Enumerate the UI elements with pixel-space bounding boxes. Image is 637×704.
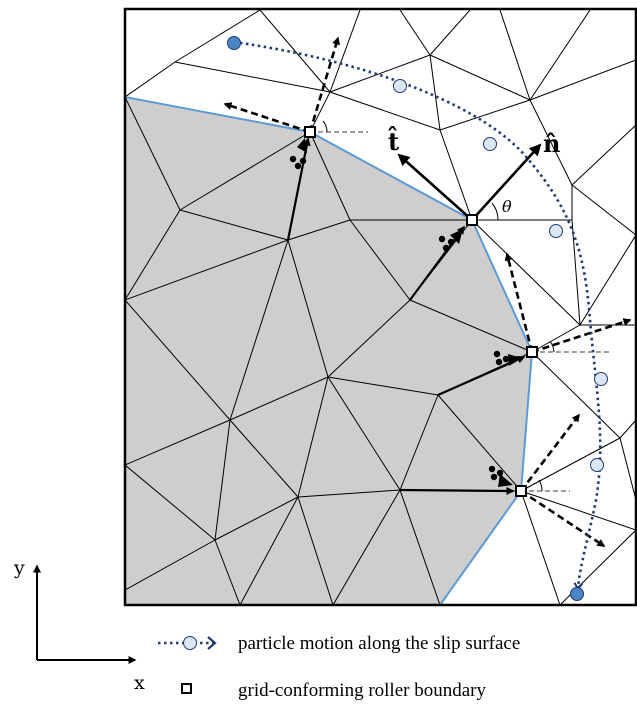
- shaded-domain: [125, 97, 532, 605]
- legend: particle motion along the slip surface g…: [158, 633, 520, 701]
- legend-roller-boundary: grid-conforming roller boundary: [238, 680, 486, 701]
- particle: [590, 458, 604, 472]
- particle: [594, 372, 608, 386]
- roller-node: [304, 126, 316, 138]
- slip-surface-boundary: [124, 96, 534, 606]
- roller-node: [526, 346, 538, 358]
- particle: [393, 79, 407, 93]
- unit-vectors: [397, 143, 542, 221]
- y-axis-label: y: [13, 557, 25, 579]
- coordinate-axes: [33, 564, 137, 664]
- angle-arcs: [322, 120, 555, 492]
- normal-label: n̂: [543, 129, 560, 158]
- roller-node: [466, 214, 478, 226]
- tangent-label: t̂: [387, 126, 399, 156]
- tangent-vector: [397, 153, 473, 221]
- normal-vector: [471, 143, 542, 221]
- particle-start: [227, 36, 241, 50]
- x-axis-label: x: [134, 672, 145, 694]
- dashed-velocity-arrows: [223, 36, 632, 548]
- legend-particle-motion: particle motion along the slip surface: [238, 633, 520, 654]
- particle-dot-markers: [289, 138, 522, 487]
- roller-nodes: [304, 126, 538, 497]
- legend-particle-swatch: [158, 636, 217, 650]
- legend-roller-swatch: [181, 683, 192, 694]
- particle-path: [233, 40, 602, 588]
- particle-end: [570, 587, 584, 601]
- domain-frame: [123, 7, 637, 607]
- roller-node: [515, 485, 527, 497]
- particle: [549, 224, 563, 238]
- particles: [227, 36, 608, 601]
- reference-lines: [318, 131, 610, 492]
- particle: [483, 137, 497, 151]
- theta-label: θ: [502, 197, 512, 216]
- triangular-mesh: [125, 10, 636, 605]
